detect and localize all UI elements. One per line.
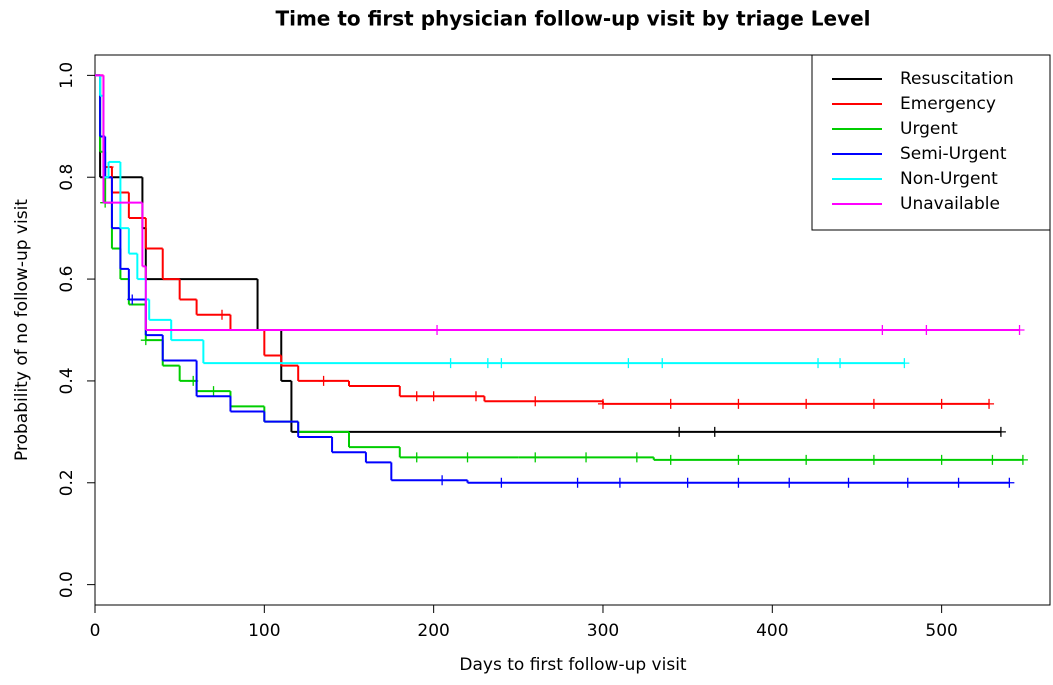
y-tick-label: 0.4 [57, 367, 77, 394]
y-tick-label: 0.8 [57, 164, 77, 191]
censor-mark [462, 452, 473, 463]
censor-mark [868, 398, 879, 409]
censor-mark [682, 477, 693, 488]
x-tick-label: 200 [417, 621, 449, 641]
legend-label: Resuscitation [900, 69, 1014, 89]
censor-mark [709, 426, 720, 437]
censor-mark [899, 358, 910, 369]
legend-label: Semi-Urgent [900, 144, 1007, 164]
censor-mark [984, 398, 995, 409]
censor-mark [902, 477, 913, 488]
y-tick-label: 0.0 [57, 571, 77, 598]
censor-mark [216, 309, 227, 320]
x-axis-label: Days to first follow-up visit [459, 655, 687, 675]
censor-mark [995, 426, 1006, 437]
x-tick-label: 400 [756, 621, 788, 641]
censor-mark [572, 477, 583, 488]
plot-frame [94, 54, 1051, 606]
censor-mark [411, 452, 422, 463]
censor-mark [784, 477, 795, 488]
legend-label: Urgent [900, 119, 958, 139]
y-axis-label: Probability of no follow-up visit [12, 199, 32, 461]
censor-mark [868, 454, 879, 465]
x-tick-label: 100 [248, 621, 280, 641]
censor-mark [813, 358, 824, 369]
censor-mark [843, 477, 854, 488]
censor-mark [665, 454, 676, 465]
censor-mark [208, 386, 219, 397]
y-tick-label: 0.6 [57, 266, 77, 293]
censor-mark [432, 325, 443, 335]
censor-mark [496, 358, 507, 369]
censor-mark [733, 477, 744, 488]
censor-mark [614, 477, 625, 488]
censor-mark [733, 398, 744, 409]
censor-mark [530, 452, 541, 463]
x-tick-label: 500 [925, 621, 957, 641]
legend-label: Non-Urgent [900, 169, 998, 189]
censor-mark [437, 475, 448, 486]
censor-mark [835, 358, 846, 369]
censor-mark [665, 398, 676, 409]
censor-mark [936, 398, 947, 409]
censor-mark [1014, 325, 1025, 335]
censor-mark [674, 426, 685, 437]
censor-mark [318, 375, 329, 386]
chart-title: Time to first physician follow-up visit … [275, 7, 870, 31]
censor-mark [1017, 454, 1028, 465]
legend-box [811, 54, 1051, 231]
censor-mark [496, 477, 507, 488]
y-tick-label: 0.2 [57, 469, 77, 496]
censor-mark [411, 391, 422, 402]
censor-mark [127, 294, 138, 305]
x-tick-label: 0 [90, 621, 101, 641]
censor-mark [631, 452, 642, 463]
censor-mark [581, 452, 592, 463]
censor-mark [733, 454, 744, 465]
legend-label: Unavailable [900, 194, 1000, 214]
censor-mark [657, 358, 668, 369]
censor-mark [597, 398, 608, 409]
y-tick-label: 1.0 [57, 62, 77, 89]
censor-mark [953, 477, 964, 488]
censor-mark [877, 325, 888, 335]
censor-mark [482, 358, 493, 369]
x-tick-label: 300 [587, 621, 619, 641]
censor-mark [987, 454, 998, 465]
censor-mark [801, 454, 812, 465]
censor-mark [428, 391, 439, 402]
legend-label: Emergency [900, 94, 996, 114]
censor-mark [801, 398, 812, 409]
censor-mark [623, 358, 634, 369]
censor-mark [470, 391, 481, 402]
censor-mark [921, 325, 932, 335]
censor-mark [445, 358, 456, 369]
censor-mark [1004, 477, 1015, 488]
censor-mark [530, 396, 541, 407]
censor-mark [936, 454, 947, 465]
censor-mark [140, 335, 151, 346]
